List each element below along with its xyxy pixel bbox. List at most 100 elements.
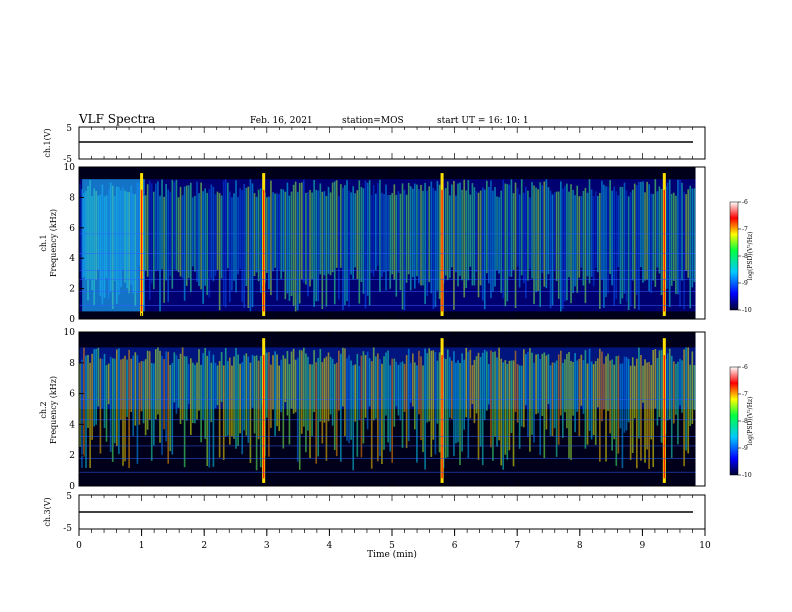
xtick-label: 10 [699,541,711,551]
spectrogram-streak [469,349,472,419]
spectrogram-streak [644,359,646,463]
spectrogram-streak [276,193,278,301]
date-label: Feb. 16, 2021 [250,116,313,126]
spectrogram-streak [475,356,478,414]
spectrogram-streak [584,350,587,449]
spectrogram-streak [239,363,241,434]
spectrogram-streak [229,357,231,445]
ytick-label: 8 [69,359,75,369]
spectrogram-streak [409,363,412,403]
spectrogram-streak [496,357,498,447]
spectrogram-streak [535,187,537,293]
spectrogram-streak [389,365,392,452]
spectrogram-streak [274,193,276,268]
spectrogram-streak [475,191,478,273]
spectrogram-streak [167,351,170,464]
spectrogram-streak [504,183,507,307]
spectrogram-streak [490,180,492,299]
spectrogram-streak [305,353,307,453]
spectrogram-streak [134,352,137,426]
spectrogram-streak [358,180,361,304]
spectrogram-streak [588,179,591,284]
spectrogram-streak [486,180,488,274]
colorbar-tick-label: -10 [742,472,752,479]
spectrogram-streak [150,363,153,461]
spectrogram-streak [375,193,377,270]
spectrogram-streak [385,352,387,416]
spectrogram-streak [142,361,145,424]
spectrogram-streak [689,185,692,309]
spectrogram-streak [541,185,544,274]
spectrogram-streak [562,362,564,438]
spectrogram-streak [288,195,291,301]
ch3-ytick-bottom: -5 [63,524,72,534]
spectrogram-streak [309,189,311,287]
spectrogram-streak [338,350,340,411]
spectrogram-streak [691,188,694,288]
spectrogram-streak [658,350,661,418]
spectrogram-streak [364,180,367,309]
spectrogram-streak [290,191,293,296]
spectrogram-streak [683,191,685,310]
spectrogram-streak [375,356,377,419]
spectrogram-streak [278,193,281,270]
spectrogram-streak [551,194,554,306]
spectrogram-streak [185,185,188,286]
spectrogram-streak [237,354,239,446]
ytick-label: 4 [69,420,75,430]
spectrogram-streak [426,190,429,297]
spectrogram-streak [414,362,416,430]
spectrogram-streak [315,362,318,464]
spectrogram-streak [619,186,622,305]
spectrogram-streak [218,361,221,458]
spectrogram-streak [483,349,486,420]
spectrogram-streak [243,184,246,308]
spectrogram-streak [529,197,531,269]
spectrogram-streak [360,187,363,282]
spectrogram-streak [155,349,157,420]
spectrogram-streak [144,359,147,436]
spectrogram-streak [412,353,414,407]
spectrogram-streak [660,350,663,443]
spectrogram-streak [272,192,274,272]
spectrogram-streak [372,185,375,277]
spectrogram-streak [227,361,229,436]
spectrogram-streak [323,358,326,423]
spectrogram-streak [518,365,521,449]
spectrogram-streak [605,356,607,462]
spectrogram-streak [321,191,324,309]
spectrogram-streak [553,362,556,429]
spectrogram-streak [599,192,601,309]
spectrogram-streak [654,349,657,409]
ch2-colorbar-label: log(PSD)(V²/Hz) [747,397,754,446]
spectrogram-streak [372,347,375,421]
spectrogram-streak [233,193,235,281]
spectrogram-streak [592,196,595,287]
spectrogram-streak [284,191,287,300]
spectrogram-streak [523,349,525,428]
spectrogram-streak [212,354,215,467]
spectrogram-streak [557,191,560,299]
spectrogram-streak [516,187,519,267]
spectrogram-streak [268,196,270,290]
spectrogram-streak [477,352,480,460]
spectrogram-streak [118,348,120,455]
spectrogram-streak [461,353,463,452]
spectrogram-streak [549,365,552,436]
ytick-label: 10 [64,328,76,338]
spectrogram-streak [101,358,104,409]
spectrogram-blank-strip [695,167,705,319]
spectrogram-streak [354,193,357,268]
spectrogram-streak [167,189,170,302]
xtick-label: 2 [201,541,207,551]
spectrogram-streak [327,352,330,422]
spectrogram-streak [642,365,644,403]
spectrogram-streak [539,182,542,307]
spectrogram-streak [504,360,507,455]
spectrogram-streak [185,356,188,421]
spectrogram-streak [403,363,406,412]
spectrogram-streak [576,185,579,293]
spectrogram-streak [449,195,451,278]
spectrogram-streak [693,365,696,410]
spectrogram-streak [342,187,344,310]
